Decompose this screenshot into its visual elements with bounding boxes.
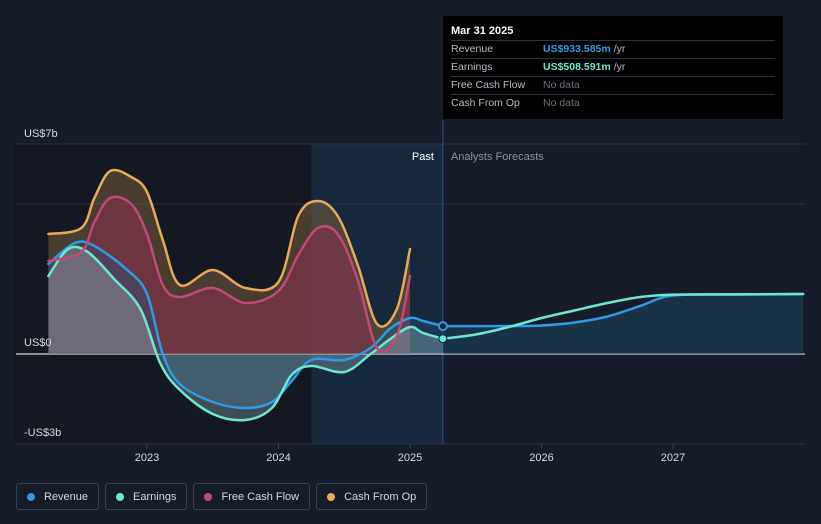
tooltip-value: No data — [543, 97, 580, 109]
legend-item-revenue[interactable]: Revenue — [16, 483, 100, 510]
tooltip-label: Cash From Op — [451, 97, 520, 109]
tooltip-row-earnings: Earnings US$508.591m /yr — [451, 58, 775, 76]
tooltip-unit: /yr — [613, 43, 626, 55]
tooltip-label: Earnings — [451, 61, 493, 73]
area-free-cash-flow — [48, 196, 411, 354]
x-tick-label: 2023 — [135, 452, 159, 464]
series-line-revenue — [47, 240, 445, 410]
earnings-marker — [438, 334, 448, 344]
analysts-forecasts-label: Analysts Forecasts — [451, 151, 544, 163]
legend-label: Earnings — [133, 490, 177, 503]
earnings-dot-icon — [116, 492, 125, 501]
y-tick-label: -US$3b — [24, 427, 61, 439]
x-tick-label: 2024 — [266, 452, 290, 464]
y-tick-label: US$0 — [24, 337, 52, 349]
free-cash-flow-dot-icon — [204, 492, 213, 501]
revenue-dot-icon — [27, 492, 35, 501]
y-tick-label: US$7b — [24, 128, 58, 140]
cash-from-op-dot-icon — [327, 492, 336, 501]
legend-item-earnings[interactable]: Earnings — [105, 483, 188, 510]
tooltip-row-revenue: Revenue US$933.585m /yr — [451, 40, 775, 58]
legend-label: Free Cash Flow — [221, 490, 300, 503]
tooltip-date: Mar 31 2025 — [451, 25, 514, 37]
series-line-cash-from-op — [47, 168, 412, 328]
data-tooltip: Mar 31 2025 Revenue US$933.585m /yr Earn… — [443, 16, 783, 119]
tooltip-value: US$933.585m — [543, 43, 611, 55]
legend-label: Revenue — [44, 490, 89, 503]
area-revenue-forecast — [442, 294, 804, 354]
area-earnings — [48, 246, 443, 421]
x-tick-label: 2025 — [398, 452, 422, 464]
legend-item-cash-from-op[interactable]: Cash From Op — [316, 483, 428, 510]
chart-legend: Revenue Earnings Free Cash Flow Cash Fro… — [16, 483, 428, 510]
series-line-earnings-forecast — [441, 292, 805, 340]
tooltip-label: Revenue — [451, 43, 494, 55]
legend-label: Cash From Op — [344, 490, 417, 503]
legend-item-free-cash-flow[interactable]: Free Cash Flow — [193, 483, 311, 510]
tooltip-row-free-cash-flow: Free Cash Flow No data — [451, 76, 775, 94]
tooltip-value: No data — [543, 79, 580, 91]
series-line-earnings — [47, 245, 445, 422]
past-label: Past — [412, 151, 434, 163]
x-tick-label: 2027 — [661, 452, 685, 464]
tooltip-label: Free Cash Flow — [451, 79, 526, 91]
series-line-free-cash-flow — [47, 195, 412, 354]
tooltip-unit: /yr — [613, 61, 626, 73]
revenue-marker — [437, 321, 448, 332]
tooltip-row-cash-from-op: Cash From Op No data — [451, 94, 775, 112]
area-revenue — [48, 241, 443, 408]
tooltip-value: US$508.591m — [543, 61, 611, 73]
x-tick-label: 2026 — [529, 452, 553, 464]
